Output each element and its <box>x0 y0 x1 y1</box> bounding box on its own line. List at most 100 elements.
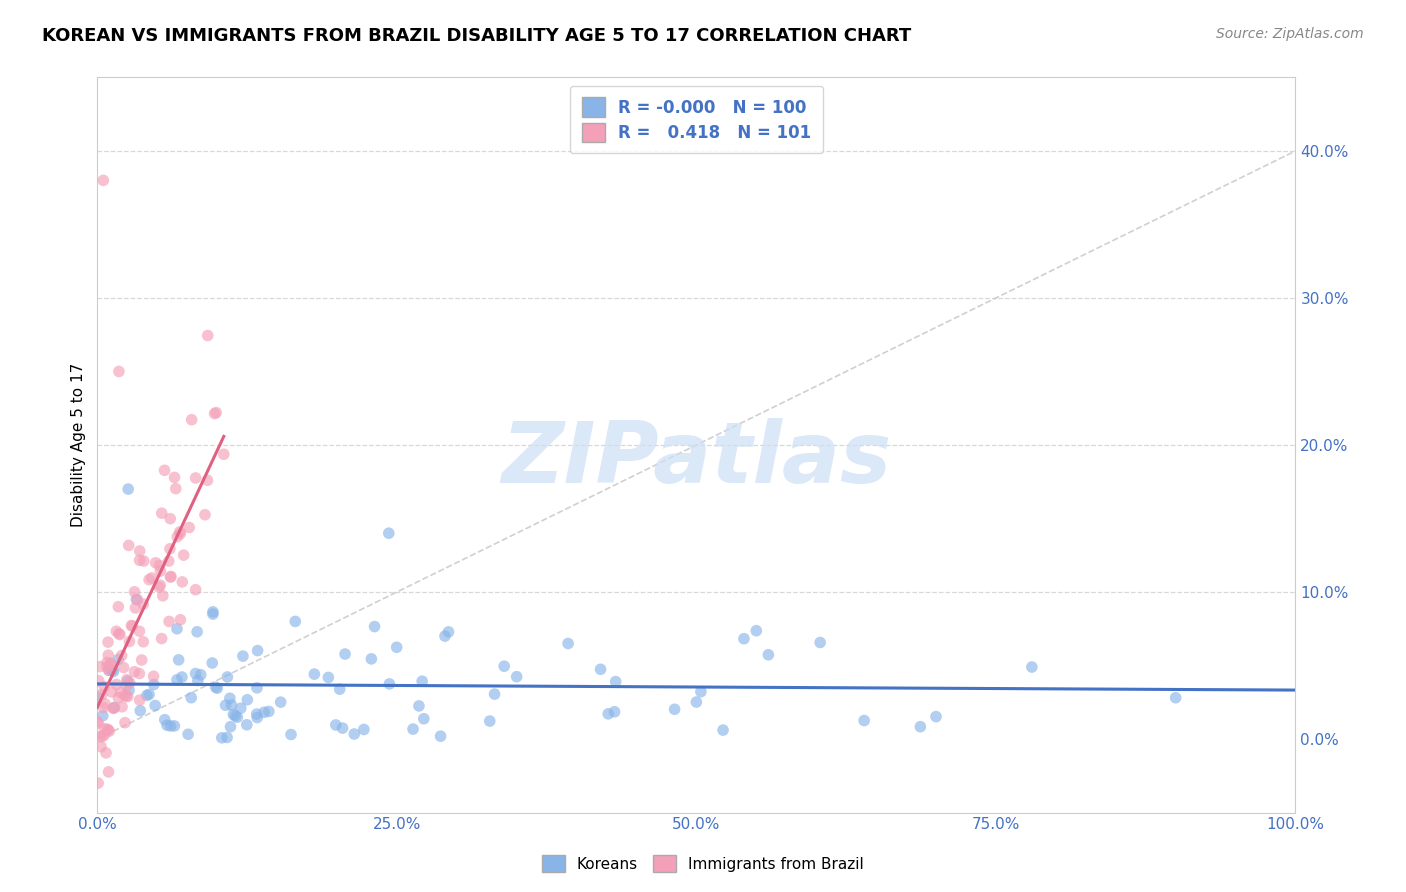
Point <box>190 667 212 681</box>
Point <box>589 662 612 676</box>
Point <box>205 406 228 420</box>
Point <box>132 554 155 568</box>
Point <box>93 173 115 187</box>
Point <box>91 730 114 744</box>
Point <box>159 570 181 584</box>
Point <box>132 597 155 611</box>
Point <box>201 607 224 621</box>
Point <box>97 764 120 779</box>
Text: Source: ZipAtlas.com: Source: ZipAtlas.com <box>1216 27 1364 41</box>
Point <box>98 663 121 677</box>
Point <box>402 722 425 736</box>
Point <box>217 731 239 745</box>
Point <box>93 700 115 714</box>
Point <box>107 599 129 614</box>
Point <box>101 663 124 677</box>
Point <box>114 715 136 730</box>
Point <box>124 584 146 599</box>
Point <box>478 714 501 728</box>
Point <box>343 727 366 741</box>
Point <box>236 692 259 706</box>
Point <box>253 706 276 720</box>
Point <box>156 718 179 732</box>
Point <box>363 619 385 633</box>
Point <box>94 746 117 760</box>
Point <box>153 463 176 477</box>
Point <box>925 709 948 723</box>
Point <box>108 626 131 640</box>
Point <box>114 689 136 703</box>
Point <box>96 656 118 670</box>
Point <box>169 524 191 539</box>
Point <box>118 634 141 648</box>
Point <box>149 578 172 592</box>
Point <box>100 656 122 670</box>
Point <box>117 482 139 496</box>
Point <box>131 653 153 667</box>
Point <box>108 627 131 641</box>
Point <box>246 710 269 724</box>
Point <box>87 673 110 688</box>
Point <box>603 705 626 719</box>
Point <box>142 677 165 691</box>
Point <box>353 723 375 737</box>
Point <box>165 482 187 496</box>
Point <box>125 592 148 607</box>
Point <box>148 580 170 594</box>
Point <box>711 723 734 737</box>
Point <box>733 632 755 646</box>
Point <box>204 680 226 694</box>
Text: ZIPatlas: ZIPatlas <box>502 418 891 501</box>
Point <box>505 670 527 684</box>
Point <box>157 615 180 629</box>
Point <box>97 635 120 649</box>
Point <box>89 730 111 744</box>
Point <box>169 526 191 541</box>
Point <box>222 707 245 722</box>
Point <box>94 697 117 711</box>
Point <box>105 624 128 639</box>
Point <box>408 698 430 713</box>
Point <box>120 618 142 632</box>
Point <box>169 613 191 627</box>
Point <box>184 666 207 681</box>
Point <box>97 723 120 738</box>
Point <box>173 548 195 562</box>
Point <box>112 660 135 674</box>
Point <box>115 689 138 703</box>
Point <box>159 719 181 733</box>
Point <box>91 708 114 723</box>
Point <box>97 663 120 677</box>
Point <box>166 530 188 544</box>
Point <box>163 470 186 484</box>
Point <box>224 709 246 723</box>
Point <box>745 624 768 638</box>
Point <box>214 698 236 713</box>
Point <box>152 589 174 603</box>
Point <box>170 670 193 684</box>
Point <box>103 701 125 715</box>
Point <box>557 636 579 650</box>
Point <box>150 506 173 520</box>
Text: KOREAN VS IMMIGRANTS FROM BRAZIL DISABILITY AGE 5 TO 17 CORRELATION CHART: KOREAN VS IMMIGRANTS FROM BRAZIL DISABIL… <box>42 27 911 45</box>
Point <box>204 407 226 421</box>
Point <box>429 729 451 743</box>
Point <box>103 700 125 714</box>
Point <box>186 624 208 639</box>
Point <box>100 685 122 699</box>
Point <box>86 714 108 729</box>
Point <box>132 634 155 648</box>
Point <box>437 624 460 639</box>
Point <box>664 702 686 716</box>
Point <box>219 720 242 734</box>
Point <box>96 660 118 674</box>
Point <box>115 673 138 687</box>
Point <box>221 698 243 712</box>
Point <box>86 690 108 704</box>
Point <box>87 776 110 790</box>
Point <box>484 687 506 701</box>
Point <box>157 554 180 568</box>
Point <box>97 648 120 663</box>
Point <box>93 728 115 742</box>
Point <box>150 632 173 646</box>
